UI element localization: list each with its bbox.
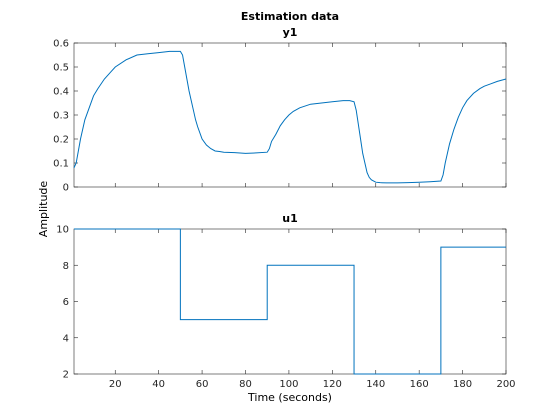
figure-title: Estimation data [241,10,339,23]
ytick-label-u1-6: 6 [63,297,69,308]
ytick-label-u1-4: 4 [63,333,69,344]
xtick-label-200: 200 [496,379,515,390]
ytick-label-u1-2: 2 [63,370,69,381]
series-line-y1 [73,50,507,184]
ytick-label-u1-10: 10 [56,225,69,236]
xtick-label-160: 160 [410,379,429,390]
panel-u1: u1 2 4 6 8 10 20 40 60 80 100 120 140 160 180 200 [56,212,515,390]
axes-box-y1 [73,42,507,188]
xtick-label-60: 60 [196,379,209,390]
ytick-label-y1-0.5: 0.5 [53,63,69,74]
ytick-label-y1-0.6: 0.6 [53,39,69,50]
xtick-label-20: 20 [109,379,122,390]
panels-group: y1 0 0.1 0.2 0.3 0.4 0.5 0.6 u1 2 4 6 8 10 20 40 60 80 100… [53,26,515,390]
ytick-label-y1-0: 0 [63,183,69,194]
ytick-label-y1-0.4: 0.4 [53,87,69,98]
panel-title-u1: u1 [282,212,298,225]
xtick-label-120: 120 [323,379,342,390]
xtick-label-140: 140 [366,379,385,390]
xtick-label-80: 80 [239,379,252,390]
xtick-label-40: 40 [152,379,165,390]
panel-y1: y1 0 0.1 0.2 0.3 0.4 0.5 0.6 [53,26,507,194]
ytick-label-y1-0.1: 0.1 [53,159,69,170]
ytick-label-u1-8: 8 [63,261,69,272]
xtick-label-180: 180 [453,379,472,390]
ytick-label-y1-0.2: 0.2 [53,135,69,146]
axes-box-u1 [73,228,507,375]
y-axis-label: Amplitude [37,181,50,238]
xtick-label-100: 100 [279,379,298,390]
panel-title-y1: y1 [283,26,298,39]
series-line-u1 [74,228,506,375]
x-axis-label: Time (seconds) [247,391,332,404]
ytick-label-y1-0.3: 0.3 [53,111,69,122]
